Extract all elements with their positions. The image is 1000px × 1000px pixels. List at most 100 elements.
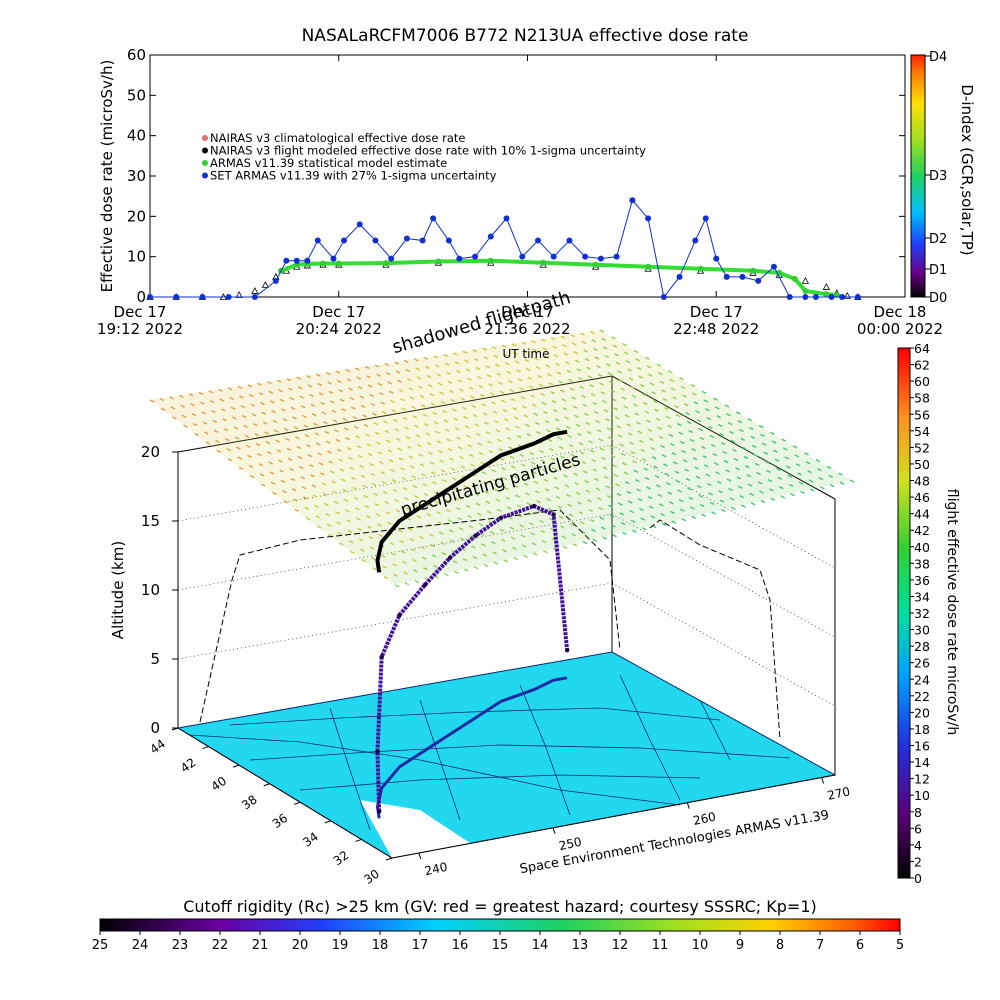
particle-mark	[636, 488, 642, 492]
particle-mark	[367, 525, 372, 529]
particle-mark	[271, 409, 276, 414]
particle-mark	[736, 411, 741, 415]
particle-mark	[787, 474, 793, 478]
particle-mark	[582, 403, 588, 407]
particle-mark	[608, 380, 614, 384]
particle-mark	[243, 424, 248, 428]
flight-point	[473, 533, 478, 538]
particle-mark	[547, 507, 553, 512]
particle-mark	[589, 330, 595, 335]
particle-mark	[533, 480, 539, 484]
particle-mark	[452, 477, 457, 481]
particle-mark	[499, 390, 505, 394]
particle-mark	[348, 456, 353, 460]
particle-mark	[332, 490, 338, 494]
set-armas-point	[812, 294, 819, 300]
set-armas-point	[828, 294, 835, 300]
particle-mark	[338, 458, 343, 462]
particle-mark	[522, 472, 527, 477]
flight-point	[551, 512, 556, 517]
particle-mark	[383, 420, 388, 424]
particle-mark	[543, 410, 548, 415]
particle-mark	[391, 478, 397, 483]
particle-mark	[745, 464, 750, 469]
particle-mark	[381, 480, 387, 485]
particle-mark	[395, 370, 401, 374]
particle-mark	[706, 482, 712, 487]
particle-mark	[310, 474, 315, 478]
particle-mark	[311, 484, 317, 488]
particle-mark	[457, 446, 463, 450]
particle-mark	[488, 383, 493, 387]
particle-mark	[682, 394, 687, 398]
particle-mark	[453, 417, 459, 421]
particle-mark	[359, 395, 365, 399]
particle-mark	[622, 462, 627, 466]
particle-mark	[756, 471, 761, 476]
particle-mark	[668, 501, 674, 505]
set-armas-point	[692, 237, 699, 244]
particle-mark	[644, 476, 650, 481]
particle-mark	[699, 504, 705, 508]
particle-mark	[692, 392, 697, 396]
particle-mark	[317, 382, 323, 387]
particle-mark	[419, 535, 424, 539]
particle-mark	[575, 491, 581, 495]
flight-point	[397, 612, 402, 618]
particle-mark	[753, 453, 759, 457]
particle-mark	[327, 450, 332, 454]
particle-mark	[463, 485, 468, 489]
rc-tick-label: 11	[652, 938, 669, 953]
particle-mark	[748, 426, 754, 431]
particle-mark	[651, 456, 657, 460]
particle-mark	[507, 379, 513, 384]
particle-mark	[380, 401, 386, 405]
lat-tick-label: 44	[147, 737, 168, 757]
particle-mark	[609, 514, 615, 518]
particle-mark	[479, 393, 485, 398]
particle-mark	[446, 438, 452, 442]
particle-mark	[429, 533, 434, 537]
particle-mark	[358, 454, 363, 459]
particle-mark	[619, 443, 625, 447]
particle-mark	[444, 572, 449, 577]
particle-mark	[703, 399, 709, 403]
particle-mark	[543, 478, 549, 482]
dose-tick-label: 50	[914, 457, 930, 472]
particle-mark	[359, 464, 364, 469]
lon-tick-label: 260	[692, 810, 717, 828]
particle-mark	[448, 529, 454, 533]
particle-mark	[257, 382, 262, 386]
particle-mark	[691, 515, 697, 520]
particle-mark	[452, 352, 458, 356]
particle-mark	[317, 452, 322, 456]
particle-mark	[394, 361, 399, 365]
particle-mark	[777, 476, 783, 481]
particle-mark	[561, 398, 567, 402]
particle-mark	[397, 379, 402, 383]
d-tick-label: D1	[929, 263, 947, 278]
particle-mark	[551, 537, 557, 542]
particle-mark	[771, 440, 777, 444]
particle-mark	[447, 519, 453, 523]
particle-mark	[584, 412, 589, 416]
particle-mark	[673, 405, 679, 409]
particle-mark	[436, 440, 442, 444]
particle-mark	[258, 463, 264, 467]
particle-mark	[303, 496, 308, 500]
particle-mark	[536, 431, 541, 435]
armas-model-point	[382, 260, 389, 267]
particle-mark	[301, 486, 307, 490]
rc-tick-label: 7	[816, 938, 824, 953]
particle-mark	[454, 570, 459, 574]
particle-mark	[369, 546, 375, 550]
particle-mark	[613, 407, 619, 411]
particle-mark	[366, 515, 371, 519]
particle-mark	[299, 395, 304, 399]
set-armas-point	[272, 277, 279, 284]
particle-mark	[646, 365, 652, 369]
x-tick-date: Dec 17	[114, 303, 167, 321]
particle-mark	[663, 463, 668, 467]
particle-mark	[614, 353, 619, 357]
